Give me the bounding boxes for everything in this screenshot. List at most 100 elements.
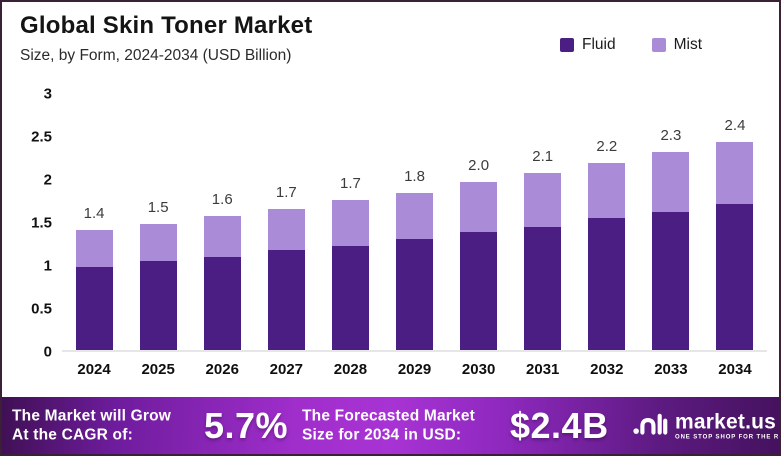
bar-segment-mist	[139, 223, 177, 262]
bar-segment-fluid	[203, 257, 241, 350]
stacked-bar	[267, 208, 305, 350]
legend-label: Fluid	[582, 36, 616, 53]
y-tick-label: 2.5	[31, 128, 52, 146]
bar-segment-fluid	[75, 266, 113, 350]
y-tick-label: 1	[43, 257, 52, 275]
cagr-label-line1: The Market will Grow	[12, 407, 172, 425]
stacked-bar	[652, 152, 690, 350]
market-us-logo-icon	[632, 404, 668, 447]
stacked-bar	[139, 223, 177, 350]
bar-segment-mist	[652, 152, 690, 212]
bar-group: 2.2	[575, 94, 639, 350]
bar-segment-mist	[716, 141, 754, 204]
bar-segment-mist	[331, 200, 369, 246]
bar-segment-mist	[524, 172, 562, 228]
bar-value-label: 2.2	[596, 138, 618, 156]
y-axis: 3 2.5 2 1.5 1 0.5 0	[16, 86, 62, 361]
cagr-value: 5.7%	[204, 404, 289, 446]
bar-group: 2.3	[639, 94, 703, 350]
bar-group: 2.4	[703, 94, 767, 350]
page-title: Global Skin Toner Market	[20, 12, 313, 39]
bar-value-label: 2.4	[724, 116, 746, 134]
x-tick-label: 2031	[526, 361, 560, 378]
x-tick-label: 2030	[461, 361, 496, 378]
bar-segment-fluid	[267, 250, 305, 350]
legend-swatch-icon	[560, 38, 574, 52]
x-tick-label: 2033	[654, 361, 688, 378]
bar-segment-fluid	[524, 227, 562, 350]
bar-value-label: 1.7	[275, 183, 297, 201]
y-tick-label: 2	[43, 171, 52, 189]
cagr-label-line2: At the CAGR of:	[12, 426, 133, 444]
forecast-label: The Forecasted Market Size for 2034 in U…	[302, 406, 475, 445]
legend-swatch-icon	[651, 38, 666, 52]
y-tick-label: 3	[43, 85, 52, 103]
market-us-logo: market.us ONE STOP SHOP FOR THE REPORTS	[632, 404, 780, 447]
bar-group: 1.8	[382, 94, 446, 350]
stacked-bar	[588, 163, 626, 350]
bar-segment-mist	[588, 163, 626, 219]
x-tick-label: 2024	[77, 361, 111, 378]
plot-columns: 1.4 1.5 1.6 1.7 1.7 1.8 2.0 2.1 2.2 2.3 2.4	[62, 94, 767, 352]
bar-segment-fluid	[460, 232, 498, 350]
y-tick-label: 1.5	[31, 214, 52, 232]
stacked-bar	[331, 200, 369, 350]
x-tick-label: 2027	[269, 361, 304, 378]
x-axis: 2024 2025 2026 2027 2028 2029 2030 2031 2032 2033…	[62, 361, 767, 378]
bar-value-label: 2.1	[532, 147, 554, 165]
x-tick-label: 2028	[333, 361, 368, 378]
bar-segment-mist	[267, 208, 305, 251]
bar-value-label: 1.6	[211, 190, 233, 208]
x-tick-label: 2026	[205, 361, 239, 378]
page-subtitle: Size, by Form, 2024-2034 (USD Billion)	[20, 47, 292, 64]
bar-value-label: 1.7	[339, 175, 361, 193]
bar-segment-fluid	[588, 218, 626, 350]
x-tick-label: 2034	[718, 361, 752, 378]
stacked-bar	[203, 215, 241, 350]
bar-segment-fluid	[716, 203, 754, 350]
bar-value-label: 1.5	[147, 198, 169, 216]
stacked-bar	[524, 172, 562, 350]
y-tick-label: 0.5	[31, 300, 52, 318]
bar-group: 2.1	[511, 94, 575, 350]
forecast-label-line2: Size for 2034 in USD:	[302, 426, 462, 444]
stacked-bar	[75, 230, 113, 350]
logo-name: market.us	[675, 410, 777, 433]
legend-item-mist: Mist	[651, 36, 703, 54]
stacked-bar	[396, 192, 434, 350]
stacked-bar	[460, 182, 498, 350]
bar-value-label: 1.4	[83, 205, 105, 223]
stacked-bar-chart: 3 2.5 2 1.5 1 0.5 0 1.4 1.5 1.6 1.7 1.7 1.8 2.0 2.1 2.…	[16, 86, 767, 378]
bar-segment-mist	[396, 192, 434, 240]
bar-group: 1.7	[254, 94, 318, 350]
x-tick-label: 2029	[397, 361, 432, 378]
bar-segment-mist	[75, 230, 113, 267]
bar-segment-fluid	[652, 211, 690, 350]
bar-value-label: 2.3	[660, 127, 682, 145]
x-tick-label: 2025	[141, 361, 175, 378]
bar-group: 1.4	[62, 94, 126, 350]
chart-legend: Fluid Mist	[560, 36, 702, 54]
bar-group: 1.6	[190, 94, 254, 350]
bar-group: 2.0	[447, 94, 511, 350]
forecast-value: $2.4B	[510, 404, 609, 446]
y-tick-label: 0	[43, 343, 52, 361]
x-tick-label: 2032	[590, 361, 624, 378]
bar-segment-mist	[203, 215, 241, 258]
bar-segment-fluid	[139, 261, 177, 350]
bar-value-label: 1.8	[404, 167, 425, 185]
logo-tagline: ONE STOP SHOP FOR THE REPORTS	[675, 434, 780, 440]
footer-banner: The Market will Grow At the CAGR of: 5.7…	[2, 397, 779, 454]
legend-label: Mist	[673, 36, 703, 53]
stacked-bar	[716, 141, 754, 350]
bar-group: 1.7	[318, 94, 382, 350]
forecast-label-line1: The Forecasted Market	[302, 407, 476, 425]
bar-value-label: 2.0	[468, 157, 490, 175]
bar-group: 1.5	[126, 94, 190, 350]
legend-item-fluid: Fluid	[560, 36, 616, 54]
bar-segment-fluid	[396, 239, 434, 350]
cagr-label: The Market will Grow At the CAGR of:	[12, 406, 171, 445]
bar-segment-fluid	[331, 245, 369, 350]
bar-segment-mist	[460, 182, 498, 233]
